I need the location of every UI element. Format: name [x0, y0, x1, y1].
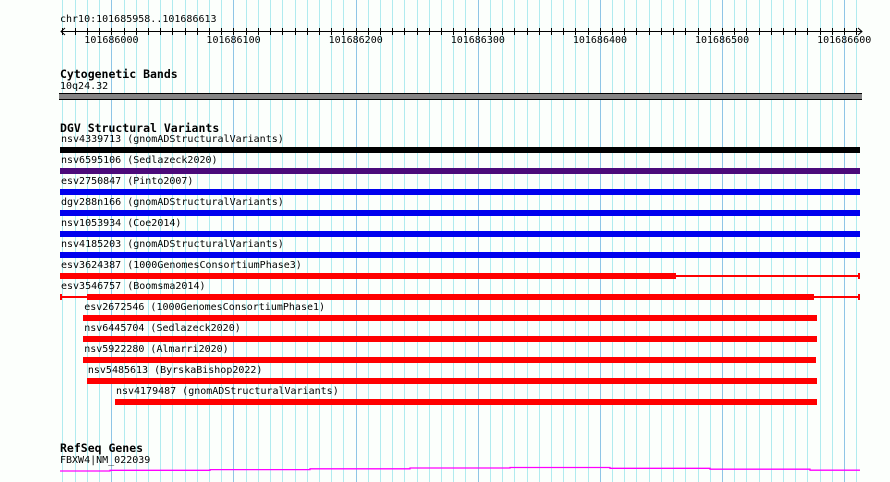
sv-feature-label: esv3546757 (Boomsma2014) [61, 281, 206, 292]
gene-label: FBXW4|NM_022039 [60, 455, 151, 466]
sv-feature-bar[interactable] [60, 189, 860, 195]
sv-feature-bar[interactable] [60, 210, 860, 216]
cytobands-track-title: Cytogenetic Bands [60, 67, 178, 81]
sv-feature-label: dgv288n166 (gnomADStructuralVariants) [61, 197, 284, 208]
sv-feature-label: esv2672546 (1000GenomesConsortiumPhase1) [84, 302, 326, 313]
ruler-label: 101686400 [572, 35, 628, 46]
dgv-track-title: DGV Structural Variants [60, 121, 220, 135]
sv-feature-bar[interactable] [83, 357, 817, 363]
ruler-label: 101686100 [206, 35, 261, 46]
sv-feature-bar[interactable] [86, 378, 818, 384]
sv-feature-span-line [60, 296, 87, 298]
sv-feature-span-line [813, 296, 860, 298]
ruler[interactable]: chr10:101685958..101686613 101686000 1016… [0, 0, 890, 60]
sv-feature-bar[interactable] [60, 273, 676, 279]
sv-feature-label: esv3624387 (1000GenomesConsortiumPhase3) [61, 260, 302, 271]
sv-feature-bar[interactable] [60, 231, 860, 237]
ruler-label: 101686300 [450, 35, 505, 46]
sv-feature-bar[interactable] [86, 294, 814, 300]
sv-feature-label: nsv6445704 (Sedlazeck2020) [84, 323, 241, 334]
sv-feature-label: nsv6595106 (Sedlazeck2020) [61, 155, 218, 166]
sv-feature-span-line [675, 275, 860, 277]
sv-feature-end-cap [858, 273, 860, 279]
sv-feature-label: nsv1053934 (Coe2014) [61, 218, 182, 229]
sv-feature-bar[interactable] [114, 399, 818, 405]
sv-feature-end-cap [60, 294, 62, 300]
sv-feature-bar[interactable] [83, 315, 818, 321]
sv-feature-bar[interactable] [60, 168, 860, 174]
sv-feature-end-cap [858, 294, 860, 300]
cytoband-label: 10q24.32 [60, 81, 109, 92]
sv-feature-label: nsv4179487 (gnomADStructuralVariants) [115, 386, 339, 397]
ruler-label: 101686600 [817, 35, 872, 46]
ruler-label: 101686500 [694, 35, 750, 46]
sv-feature-bar[interactable] [60, 147, 860, 153]
sv-feature-label: nsv4339713 (gnomADStructuralVariants) [61, 134, 284, 145]
refseq-track-title: RefSeq Genes [60, 441, 144, 455]
ruler-axis [60, 27, 863, 36]
ruler-axis-line [60, 27, 863, 36]
sv-feature-bar[interactable] [83, 336, 818, 342]
sv-feature-label: nsv5485613 (ByrskaBishop2022) [87, 365, 263, 376]
ruler-label: 101686200 [328, 35, 383, 46]
sv-feature-label: esv2750847 (Pinto2007) [61, 176, 194, 187]
locus-label: chr10:101685958..101686613 [60, 14, 217, 25]
cytoband-bar[interactable] [59, 93, 862, 100]
ruler-label: 101686000 [84, 35, 139, 46]
sv-feature-bar[interactable] [60, 252, 860, 258]
sv-feature-label: nsv5922280 (Almarri2020) [84, 344, 229, 355]
sv-feature-label: nsv4185203 (gnomADStructuralVariants) [61, 239, 284, 250]
